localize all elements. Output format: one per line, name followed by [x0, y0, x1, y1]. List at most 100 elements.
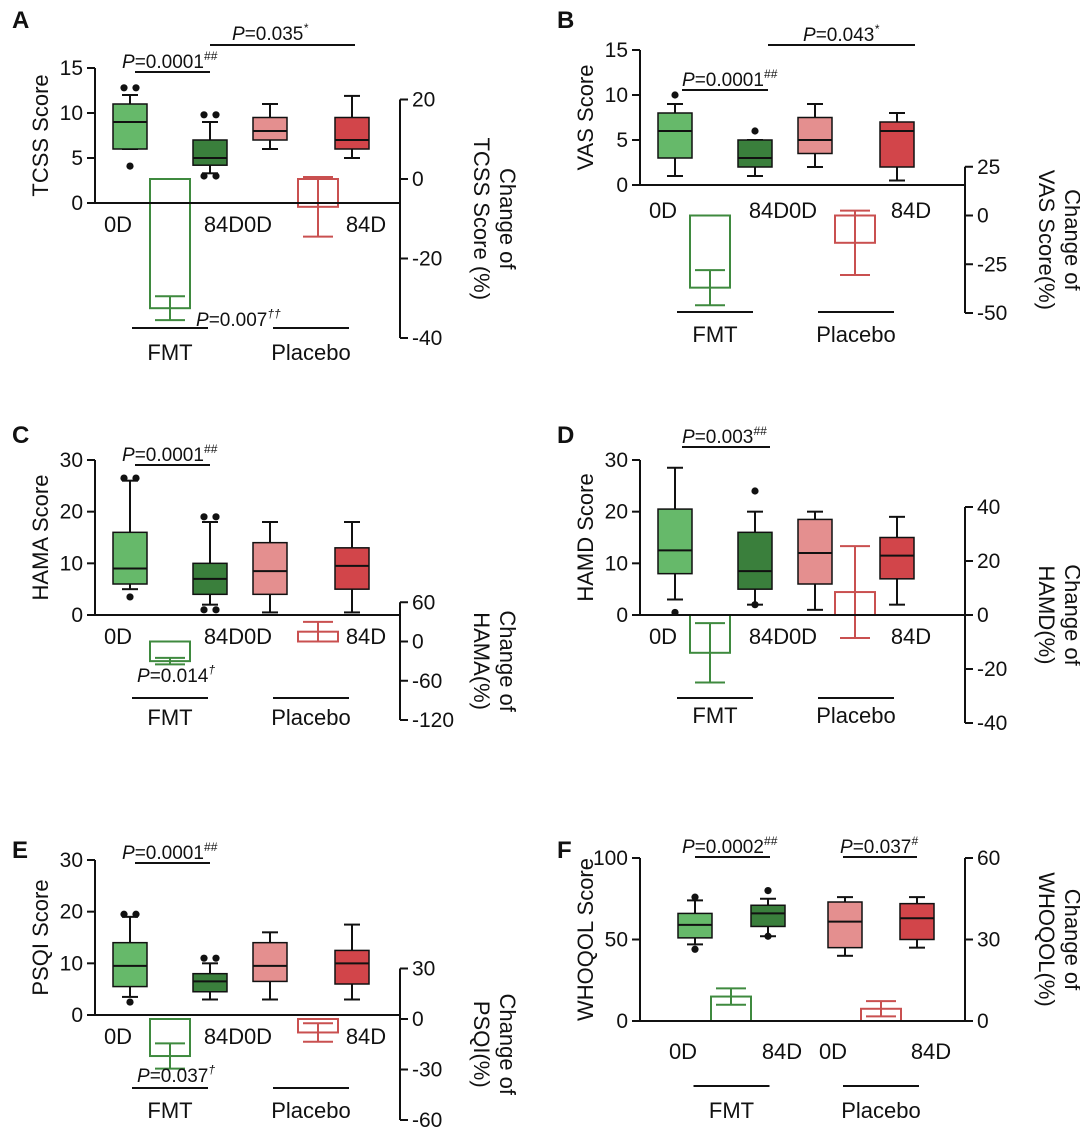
p-value: =0.0001: [135, 445, 204, 466]
y-tick-label: 0: [71, 1004, 83, 1027]
p-value: =0.003: [695, 427, 754, 448]
panel-e: E 0 10 20 30 PSQI Score -60 -30 0 30 Change ofPSQI…: [12, 837, 520, 1129]
box: [657, 508, 693, 575]
p-superscript: #: [911, 834, 918, 848]
p-value-label: P=0.0001##: [122, 442, 218, 466]
group-label: FMT: [709, 1098, 754, 1123]
x-category-label: 0D: [244, 1024, 272, 1049]
panel-letter: C: [12, 422, 29, 449]
box-outlier: [200, 513, 208, 521]
y2-tick-label: -25: [977, 253, 1007, 276]
box: [750, 904, 786, 928]
y-axis-title: PSQI Score: [28, 879, 53, 995]
y2-tick-label: -120: [412, 709, 454, 732]
y-tick-label: 10: [605, 552, 628, 575]
p-value-label: P=0.035*: [232, 21, 308, 45]
x-category-label: 84D: [204, 212, 244, 237]
y-tick-label: 0: [616, 1010, 628, 1033]
p-value: =0.007: [209, 310, 268, 331]
box: [192, 139, 228, 166]
p-value: =0.0001: [135, 52, 204, 73]
y-tick-label: 0: [71, 192, 83, 215]
box-outlier: [200, 172, 208, 180]
box: [797, 518, 833, 585]
box-outlier: [132, 910, 140, 918]
box: [797, 116, 833, 155]
p-letter: P: [840, 837, 853, 858]
panel-letter: E: [12, 837, 28, 864]
box: [252, 541, 288, 596]
group-label: Placebo: [816, 322, 896, 347]
y-tick-label: 10: [60, 102, 83, 125]
y-tick-label: 10: [605, 84, 628, 107]
p-letter: P: [232, 24, 245, 45]
group-label: FMT: [147, 705, 192, 730]
y-tick-label: 30: [605, 449, 628, 472]
y2-tick-label: 0: [412, 631, 424, 654]
p-superscript: ##: [204, 49, 218, 63]
box: [112, 531, 148, 585]
p-value: =0.037: [853, 837, 912, 858]
box-outlier: [120, 84, 128, 92]
p-value-label: P=0.0001##: [682, 67, 778, 91]
box-outlier: [200, 111, 208, 119]
y-tick-label: 100: [593, 847, 628, 870]
group-label: Placebo: [271, 705, 351, 730]
y-tick-label: 20: [60, 501, 83, 524]
box: [252, 116, 288, 141]
panel-a: A 0 5 10 15 TCSS Score -40 -20 0 20 Change ofTCSS …: [12, 7, 520, 365]
p-value: =0.0002: [695, 837, 764, 858]
y-axis-title: WHOQOL Score: [573, 858, 598, 1021]
change-bar: [149, 178, 191, 310]
p-letter: P: [137, 1066, 150, 1087]
y-axis-title: HAMA Score: [28, 475, 53, 601]
box: [334, 116, 370, 150]
x-category-label: 0D: [104, 1024, 132, 1049]
y-tick-label: 10: [60, 952, 83, 975]
box-outlier: [751, 487, 759, 495]
x-category-label: 84D: [204, 1024, 244, 1049]
y-tick-label: 5: [71, 147, 83, 170]
y2-axis-title-line1: Change of: [495, 993, 520, 1095]
box-outlier: [751, 127, 759, 135]
x-category-label: 84D: [891, 624, 931, 649]
p-superscript: *: [874, 22, 879, 36]
y2-tick-label: -30: [412, 1059, 442, 1082]
y-tick-label: 0: [616, 174, 628, 197]
group-label: FMT: [147, 340, 192, 365]
panel-letter: D: [557, 422, 574, 449]
group-label: Placebo: [816, 703, 896, 728]
y-tick-label: 20: [605, 501, 628, 524]
y2-tick-label: 40: [977, 496, 1000, 519]
box: [827, 901, 863, 949]
p-superscript: ##: [204, 840, 218, 854]
p-value-label: P=0.037#: [840, 834, 918, 858]
box: [657, 112, 693, 159]
box-outlier: [671, 608, 679, 617]
p-value: =0.043: [816, 25, 875, 46]
box: [737, 531, 773, 590]
y2-tick-label: -60: [412, 1109, 442, 1129]
box: [112, 103, 148, 150]
x-category-label: 0D: [244, 624, 272, 649]
y2-axis-title-line2: HAMA(%): [469, 612, 494, 710]
y2-tick-label: 25: [977, 156, 1000, 179]
y2-tick-label: 0: [977, 604, 989, 627]
box-outlier: [751, 601, 759, 609]
panel-d: D 0 10 20 30 HAMD Score -40 -20 0 20 40 Change ofHA…: [557, 422, 1080, 735]
y-tick-label: 50: [605, 929, 628, 952]
x-category-label: 0D: [819, 1039, 847, 1064]
y2-tick-label: -20: [977, 658, 1007, 681]
p-value: =0.037: [150, 1066, 209, 1087]
group-label: Placebo: [271, 1098, 351, 1123]
p-value: =0.0001: [695, 70, 764, 91]
y-tick-label: 15: [605, 39, 628, 62]
p-value-label: P=0.043*: [803, 22, 879, 46]
panel-letter: A: [12, 7, 29, 34]
p-letter: P: [682, 837, 695, 858]
x-category-label: 0D: [104, 212, 132, 237]
